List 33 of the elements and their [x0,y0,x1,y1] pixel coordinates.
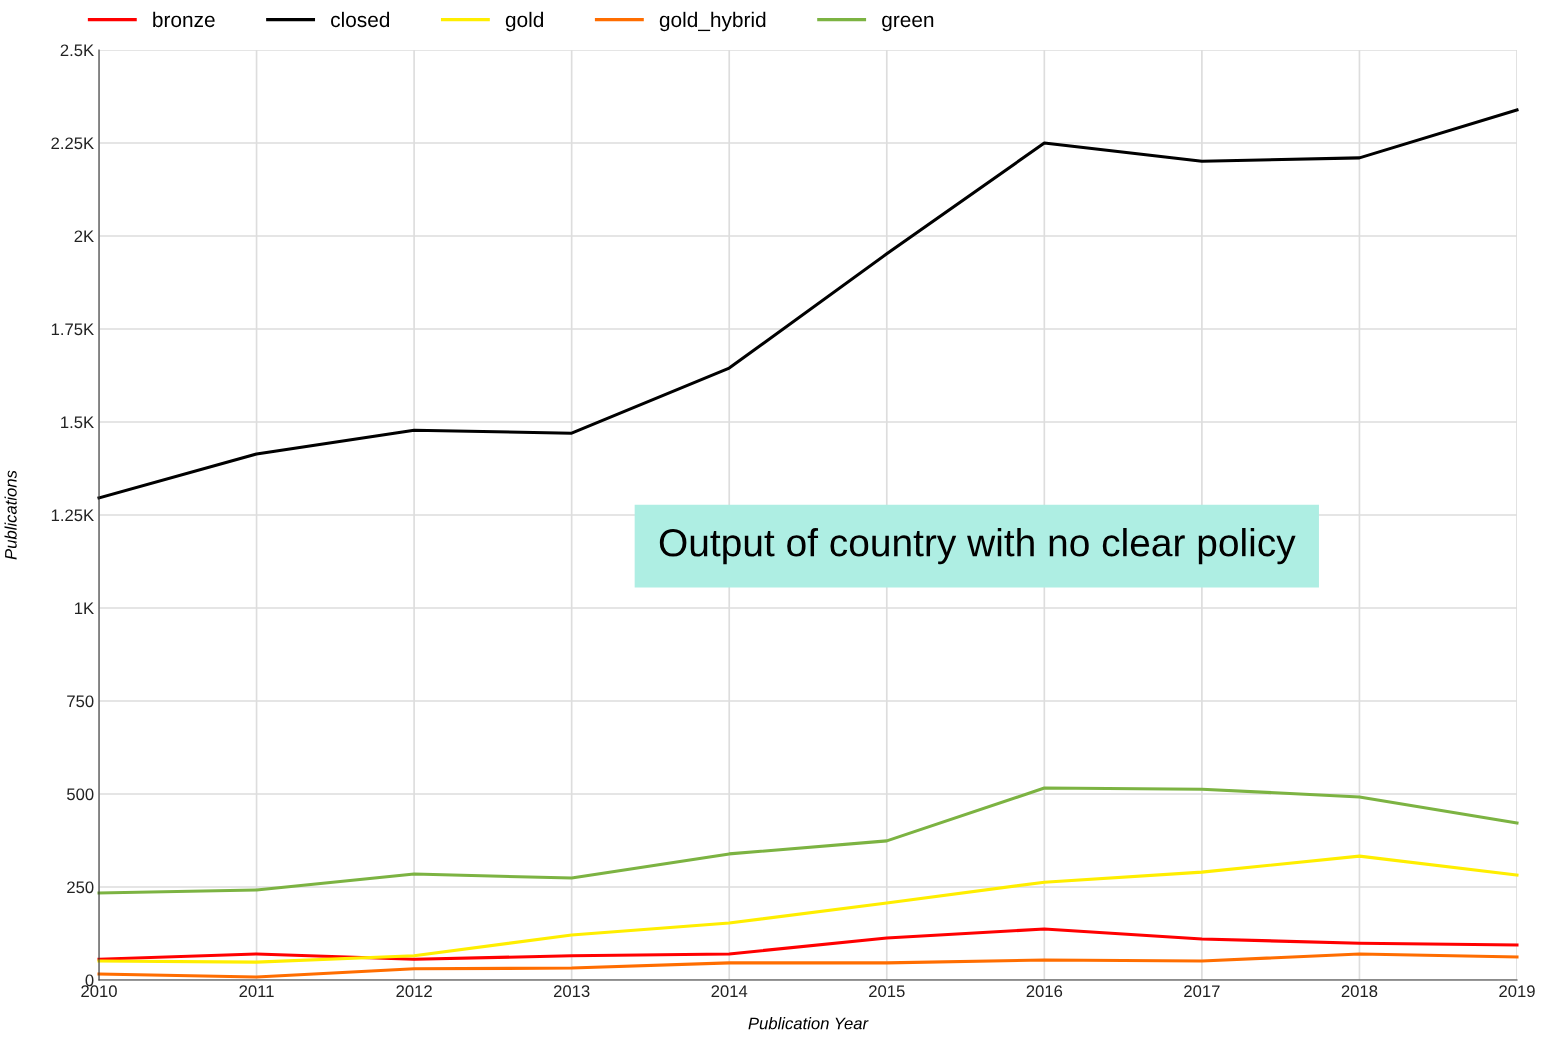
y-tick-label: 2K [74,230,94,243]
x-tick-label: 2015 [869,985,905,998]
y-tick-label: 2.25K [51,137,94,150]
x-axis-title: Publication Year [748,1017,869,1030]
y-tick-label: 1.75K [51,323,94,336]
x-tick-label: 2017 [1184,985,1220,998]
line-series [97,786,1519,895]
x-tick-label: 2012 [396,985,432,998]
legend-label: gold_hybrid [659,11,766,32]
line-series [97,854,1519,964]
y-tick-label: 500 [67,788,94,801]
line-series [97,108,1519,500]
x-tick-label: 2014 [711,985,748,998]
y-tick-label: 750 [67,695,94,708]
y-tick-label: 0 [85,974,94,987]
x-tick-label: 2011 [239,985,274,998]
y-tick-label: 2.5K [60,44,94,57]
legend-label: gold [505,11,544,32]
annotation: Output of country with no clear policy [659,528,1296,565]
y-tick-label: 250 [67,881,94,894]
legend-label: closed [331,11,390,28]
x-tick-label: 2010 [81,985,117,998]
x-tick-label: 2016 [1026,985,1063,998]
y-axis-title: Publications [4,470,17,560]
x-tick-label: 2013 [553,985,590,998]
legend-label: bronze [153,11,215,28]
y-tick-label: 1.25K [51,509,94,522]
x-tick-label: 2018 [1341,985,1378,998]
x-tick-label: 2019 [1499,985,1535,998]
legend-label: green [882,15,934,32]
y-tick-label: 1.5K [61,416,94,429]
line-series [97,927,1519,961]
y-tick-label: 1K [75,602,94,615]
